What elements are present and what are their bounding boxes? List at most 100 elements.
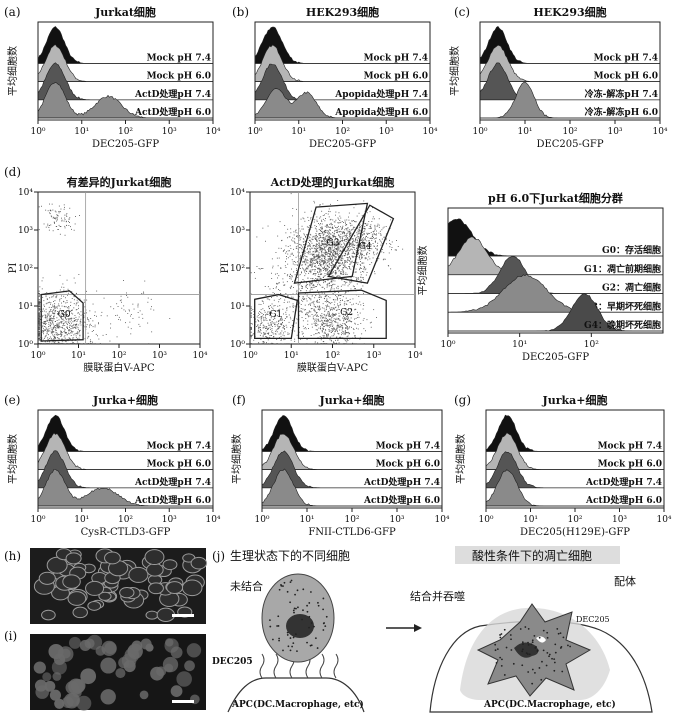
scatter-point [50, 318, 52, 320]
scatter-point [332, 227, 333, 229]
scatter-point [301, 311, 303, 313]
scatter-point [42, 277, 44, 279]
scatter-point [279, 319, 281, 321]
scatter-point [314, 202, 315, 204]
scatter-point [366, 212, 368, 214]
scatter-point [305, 264, 307, 266]
scatter-point [368, 249, 370, 251]
scatter-point [325, 268, 327, 269]
scatter-point [50, 343, 52, 345]
scatter-point [335, 252, 337, 254]
scatter-point [311, 261, 312, 263]
scatter-point [278, 327, 280, 329]
scatter-point [316, 246, 318, 248]
scatter-point [292, 311, 294, 313]
scatter-point [394, 249, 396, 251]
ligand-dot [510, 649, 513, 651]
scatter-point [39, 319, 41, 320]
scatter-point [299, 239, 301, 241]
scatter-point [326, 343, 328, 345]
scatter-point [349, 249, 351, 251]
scatter-point [63, 320, 65, 322]
scatter-point [58, 303, 60, 305]
scatter-point [48, 328, 50, 330]
scatter-point [348, 309, 349, 311]
scatter-point [355, 277, 357, 278]
scatter-point [328, 266, 330, 268]
scatter-point [289, 236, 291, 238]
scatter-point [322, 324, 323, 326]
scatter-point [359, 252, 361, 254]
scatter-point [325, 243, 327, 245]
scatter-point [294, 264, 296, 266]
scatter-point [56, 332, 58, 334]
scatter-point [318, 269, 320, 271]
scatter-point [113, 308, 115, 310]
scatter-point [281, 324, 283, 326]
scatter-point [300, 244, 302, 246]
scatter-point [66, 314, 68, 315]
scatter-point [266, 320, 268, 321]
scatter-point [331, 317, 333, 319]
scatter-point [319, 247, 321, 249]
scatter-point [333, 327, 334, 329]
scale-bar-h [172, 614, 194, 617]
scatter-point [298, 288, 300, 290]
scatter-point [381, 238, 383, 240]
scatter-point [335, 259, 337, 260]
scatter-point [355, 237, 357, 239]
scatter-point [287, 228, 289, 230]
scatter-point [344, 308, 346, 310]
scatter-point [43, 323, 45, 325]
scatter-point [300, 255, 301, 257]
series-label: Apopida处理pH 7.4 [334, 88, 428, 100]
scatter-point [360, 244, 362, 246]
scatter-point [324, 301, 326, 302]
scatter-point [330, 254, 331, 256]
scatter-point [123, 309, 125, 311]
scatter-point [86, 299, 88, 301]
scatter-point [336, 256, 337, 258]
scatter-point [310, 311, 312, 313]
scatter-point [269, 314, 271, 316]
scatter-point [47, 223, 49, 225]
scatter-point [67, 294, 68, 296]
scatter-point [340, 221, 342, 223]
scatter-point [313, 334, 315, 336]
scatter-point [320, 328, 321, 330]
scatter-point [110, 327, 111, 329]
scatter-point [292, 293, 294, 295]
scatter-point [286, 307, 288, 309]
scatter-point [285, 313, 287, 315]
scatter-point [341, 221, 343, 222]
scatter-point [324, 325, 325, 327]
scatter-point [310, 286, 312, 288]
scatter-point [334, 328, 336, 330]
scatter-point [90, 343, 92, 345]
scatter-point [271, 342, 273, 344]
scatter-point [288, 321, 290, 323]
scatter-point [335, 339, 336, 341]
scatter-point [328, 311, 330, 313]
scatter-point [316, 312, 318, 313]
scatter-point [339, 236, 341, 238]
scatter-point [374, 224, 376, 226]
scatter-point [80, 314, 82, 316]
scatter-point [354, 247, 355, 249]
scatter-point [313, 300, 315, 302]
scatter-point [334, 256, 336, 258]
scatter-point [132, 303, 134, 305]
scatter-point [320, 227, 322, 229]
x-tick-label: 10² [344, 515, 359, 525]
scatter-point [294, 274, 296, 276]
scatter-point [260, 309, 262, 311]
scatter-point [353, 247, 354, 249]
scatter-point [267, 339, 269, 341]
scatter-point [313, 254, 314, 255]
scatter-point [318, 256, 320, 257]
scatter-point [311, 257, 313, 259]
scatter-point [48, 312, 50, 314]
scatter-point [338, 243, 339, 245]
scatter-point [287, 263, 289, 265]
scatter-point [289, 287, 291, 288]
